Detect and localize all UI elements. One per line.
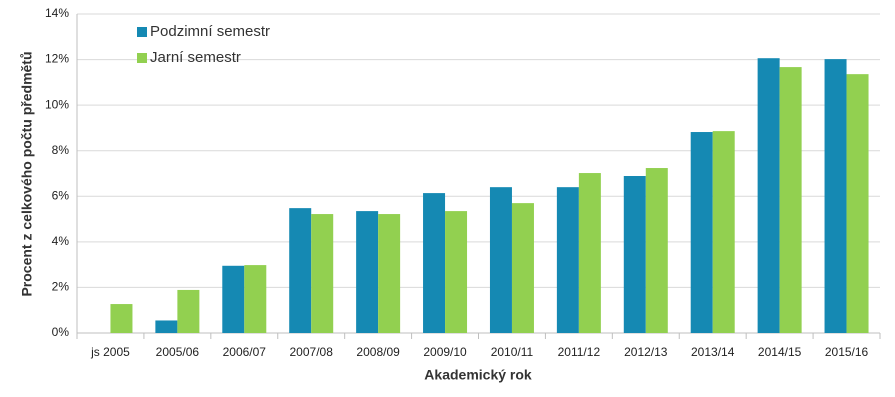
y-tick-label: 10% <box>45 97 69 111</box>
bar <box>489 187 512 333</box>
bar <box>824 59 847 333</box>
bar <box>846 74 869 333</box>
bar <box>645 168 668 333</box>
bar <box>556 187 579 333</box>
bar <box>423 193 446 333</box>
y-tick-label: 8% <box>52 143 70 157</box>
bar <box>222 265 245 333</box>
bar <box>155 320 178 333</box>
x-tick-label: 2009/10 <box>423 345 467 359</box>
x-tick-label: 2008/09 <box>356 345 400 359</box>
bar <box>244 265 267 333</box>
bar <box>311 214 334 333</box>
x-tick-label: 2006/07 <box>223 345 267 359</box>
x-tick-label: 2005/06 <box>156 345 200 359</box>
legend-label: Podzimní semestr <box>150 23 270 40</box>
bar <box>511 203 534 333</box>
bar <box>378 214 401 333</box>
bar <box>690 132 713 333</box>
x-tick-label: 2011/12 <box>558 345 601 359</box>
x-tick-label: 2010/11 <box>491 345 534 359</box>
bar <box>445 211 468 333</box>
bar <box>712 131 735 333</box>
y-tick-label: 0% <box>52 325 70 339</box>
bar <box>779 67 802 334</box>
x-tick-label: 2013/14 <box>691 345 735 359</box>
y-tick-label: 4% <box>52 234 70 248</box>
legend-label: Jarní semestr <box>150 49 241 66</box>
bar <box>289 208 312 333</box>
x-tick-label: 2014/15 <box>758 345 802 359</box>
bar <box>623 176 646 333</box>
x-tick-label: 2015/16 <box>825 345 869 359</box>
y-tick-label: 6% <box>52 188 70 202</box>
bar <box>177 289 200 333</box>
bar <box>757 58 780 333</box>
x-tick-label: 2012/13 <box>624 345 668 359</box>
bar <box>110 304 133 333</box>
y-axis-title: Procent z celkového počtu předmětů <box>19 51 35 296</box>
y-tick-label: 14% <box>45 6 69 20</box>
x-axis-title: Akademický rok <box>424 367 532 383</box>
y-tick-label: 12% <box>45 52 69 66</box>
x-tick-label: 2007/08 <box>290 345 334 359</box>
y-tick-label: 2% <box>52 280 70 294</box>
legend-swatch <box>137 53 147 63</box>
x-tick-label: js 2005 <box>90 345 130 359</box>
legend-swatch <box>137 27 147 37</box>
bar <box>356 211 379 333</box>
bar <box>578 173 601 333</box>
